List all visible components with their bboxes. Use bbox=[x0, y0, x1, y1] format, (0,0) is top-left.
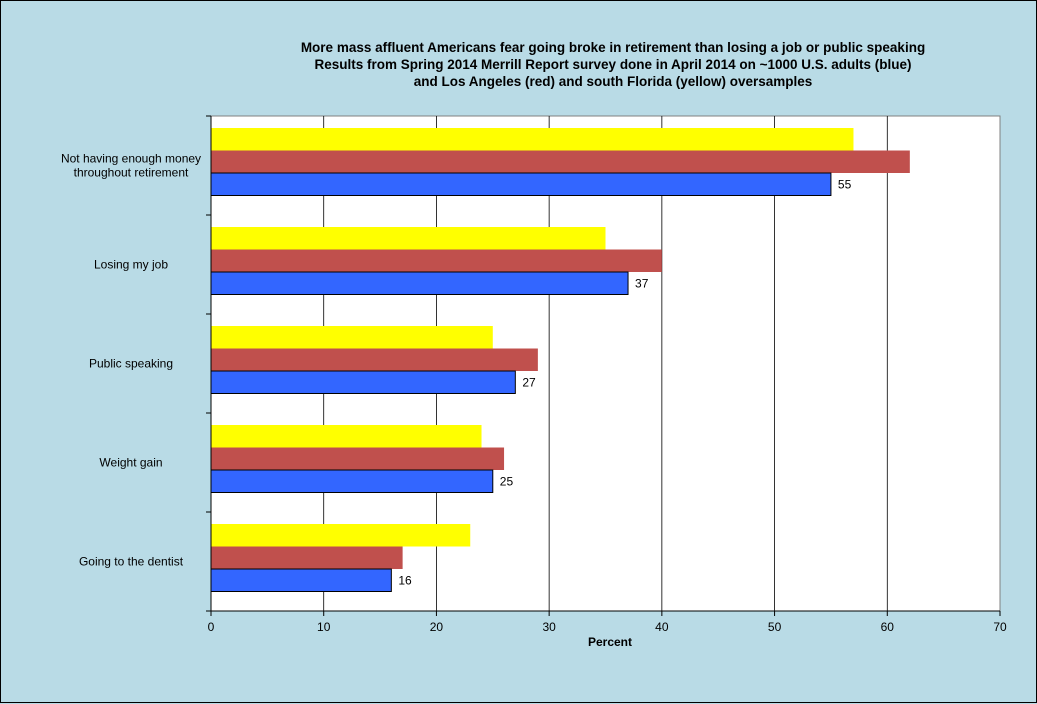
bars bbox=[210, 128, 910, 592]
chart-title-line: and Los Angeles (red) and south Florida … bbox=[414, 74, 813, 89]
bar-us bbox=[210, 469, 494, 493]
bar-la bbox=[211, 546, 403, 569]
x-tick-label: 30 bbox=[542, 620, 556, 634]
category-label: Not having enough money bbox=[61, 152, 201, 166]
x-tick-label: 60 bbox=[881, 620, 895, 634]
x-tick-label: 40 bbox=[655, 620, 669, 634]
bar-la bbox=[211, 249, 662, 272]
chart-title-line: More mass affluent Americans fear going … bbox=[301, 40, 925, 55]
bar-us bbox=[210, 271, 629, 295]
bar-us bbox=[210, 172, 832, 196]
data-label: 37 bbox=[635, 276, 649, 290]
x-tick-label: 10 bbox=[317, 620, 331, 634]
x-axis-title: Percent bbox=[588, 635, 632, 649]
x-tick-label: 20 bbox=[430, 620, 444, 634]
bar-florida bbox=[211, 128, 854, 151]
bar-florida bbox=[211, 326, 493, 349]
category-label: Public speaking bbox=[89, 357, 173, 371]
data-label: 25 bbox=[500, 474, 514, 488]
category-label: Losing my job bbox=[94, 258, 168, 272]
chart-title: More mass affluent Americans fear going … bbox=[301, 40, 925, 89]
category-label: Going to the dentist bbox=[79, 555, 184, 569]
bar-la bbox=[211, 447, 505, 470]
bar-la bbox=[211, 150, 910, 173]
bar-florida bbox=[211, 425, 482, 448]
bar-florida bbox=[211, 524, 471, 547]
data-label: 16 bbox=[398, 573, 412, 587]
data-label: 55 bbox=[838, 177, 852, 191]
bar-florida bbox=[211, 227, 606, 250]
bar-la bbox=[211, 348, 538, 371]
axes bbox=[206, 115, 1001, 616]
category-label: Weight gain bbox=[99, 456, 162, 470]
category-label: throughout retirement bbox=[74, 166, 189, 180]
x-tick-label: 0 bbox=[208, 620, 215, 634]
bar-us bbox=[210, 568, 392, 592]
chart-title-line: Results from Spring 2014 Merrill Report … bbox=[314, 57, 911, 72]
bar-us bbox=[210, 370, 516, 394]
data-label: 27 bbox=[522, 375, 536, 389]
x-tick-label: 70 bbox=[993, 620, 1007, 634]
x-tick-label: 50 bbox=[768, 620, 782, 634]
